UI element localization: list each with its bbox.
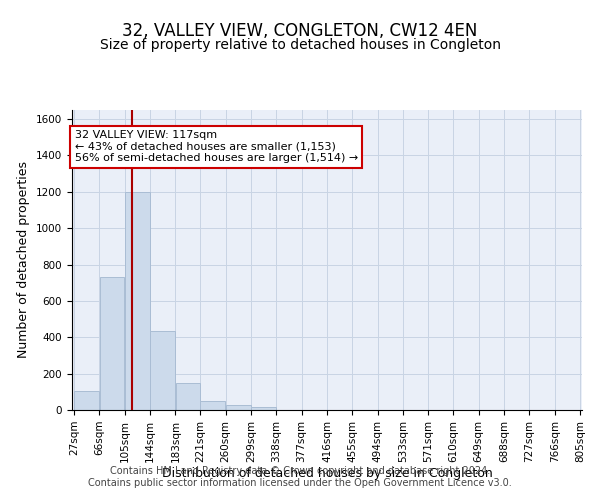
Text: Size of property relative to detached houses in Congleton: Size of property relative to detached ho…: [100, 38, 500, 52]
Bar: [74, 391, 99, 410]
X-axis label: Distribution of detached houses by size in Congleton: Distribution of detached houses by size …: [161, 468, 493, 480]
Bar: [100, 278, 124, 410]
Bar: [176, 382, 200, 410]
Bar: [226, 406, 251, 410]
Text: Contains HM Land Registry data © Crown copyright and database right 2024.
Contai: Contains HM Land Registry data © Crown c…: [88, 466, 512, 487]
Y-axis label: Number of detached properties: Number of detached properties: [17, 162, 31, 358]
Text: 32 VALLEY VIEW: 117sqm
← 43% of detached houses are smaller (1,153)
56% of semi-: 32 VALLEY VIEW: 117sqm ← 43% of detached…: [74, 130, 358, 163]
Bar: [125, 192, 150, 410]
Bar: [200, 401, 225, 410]
Text: 32, VALLEY VIEW, CONGLETON, CW12 4EN: 32, VALLEY VIEW, CONGLETON, CW12 4EN: [122, 22, 478, 40]
Bar: [151, 331, 175, 410]
Bar: [251, 408, 276, 410]
